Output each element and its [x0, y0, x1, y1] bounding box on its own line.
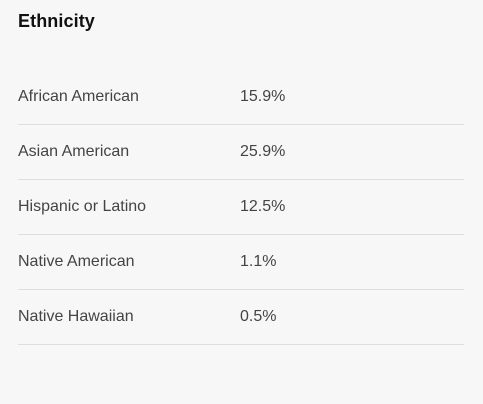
- row-label: Native American: [18, 253, 135, 270]
- row-label: African American: [18, 88, 139, 105]
- section-title: Ethnicity: [18, 11, 95, 31]
- table-row: African American 15.9%: [18, 70, 464, 125]
- row-value: 0.5%: [240, 308, 277, 325]
- table-row: Native Hawaiian 0.5%: [18, 290, 464, 345]
- row-value: 1.1%: [240, 253, 277, 270]
- table-row: Asian American 25.9%: [18, 125, 464, 180]
- row-label: Native Hawaiian: [18, 308, 134, 325]
- table-row: Hispanic or Latino 12.5%: [18, 180, 464, 235]
- row-label: Asian American: [18, 143, 130, 160]
- table-row: Native American 1.1%: [18, 235, 464, 290]
- row-value: 15.9%: [240, 88, 286, 105]
- row-value: 12.5%: [240, 198, 286, 215]
- row-value: 25.9%: [240, 143, 286, 160]
- row-label: Hispanic or Latino: [18, 198, 147, 215]
- ethnicity-table: African American 15.9% Asian American 25…: [18, 70, 464, 345]
